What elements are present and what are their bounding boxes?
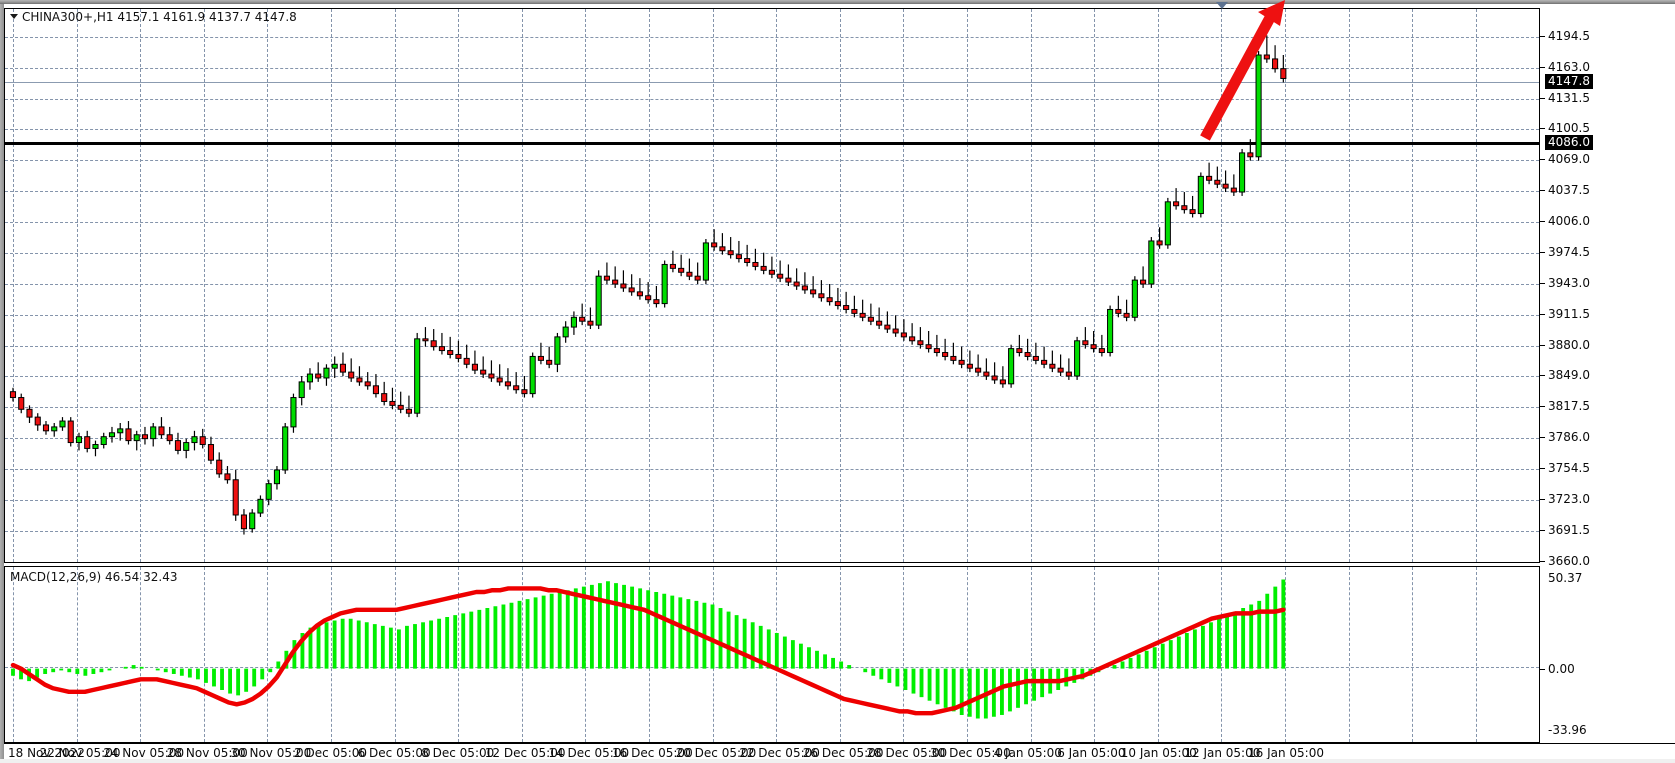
price-axis-label: 3974.5: [1548, 245, 1590, 260]
axis-tick: [1540, 344, 1545, 346]
axis-tick: [1540, 283, 1545, 285]
price-axis-label: 3660.0: [1548, 554, 1590, 568]
time-axis-label: 22 Dec 05:00: [739, 746, 820, 760]
price-axis-label: 4069.0: [1548, 152, 1590, 167]
window-top-border: [0, 0, 1675, 4]
time-axis-label: 12 Dec 05:00: [484, 746, 566, 760]
macd-axis[interactable]: 50.37 0.00 -33.96: [1540, 566, 1675, 743]
price-axis-label: 4006.0: [1548, 214, 1590, 229]
time-axis-label: 20 Dec 05:00: [675, 746, 757, 760]
axis-tick: [1540, 128, 1545, 130]
axis-tick: [1540, 36, 1545, 37]
price-axis[interactable]: 4194.5 4163.0 4131.5 4100.5 4069.0 4037.5 4006…: [1540, 8, 1675, 567]
last-price-tag: 4147.8: [1545, 73, 1593, 89]
axis-tick: [1540, 530, 1545, 532]
macd-axis-label: -33.96: [1548, 723, 1587, 737]
price-axis-label: 4163.0: [1548, 59, 1590, 74]
price-axis-label: 3911.5: [1548, 306, 1590, 321]
macd-series: [10, 579, 1286, 719]
time-axis[interactable]: 18 Nov 2022 22 Nov 05:00 24 Nov 05:00 28 No…: [4, 743, 1675, 763]
axis-tick: [1540, 190, 1545, 192]
price-axis-label: 3786.0: [1548, 430, 1590, 445]
price-pane-header-text: CHINA300+,H1 4157.1 4161.9 4137.7 4147.8: [22, 10, 297, 24]
time-axis-label: 4 Jan 05:00: [993, 746, 1062, 760]
time-axis-label: 24 Nov 05:00: [103, 746, 185, 760]
axis-tick: [1540, 66, 1545, 68]
time-axis-label: 16 Dec 05:00: [612, 746, 693, 760]
price-axis-label: 3943.0: [1548, 276, 1590, 291]
time-axis-label: 22 Nov 05:00: [39, 746, 121, 760]
axis-tick: [1540, 437, 1545, 439]
time-axis-label: 30 Dec 05:00: [930, 746, 1011, 760]
support-level-line[interactable]: [5, 141, 1539, 145]
time-axis-label: 26 Dec 05:00: [802, 746, 884, 760]
candlestick-series: [9, 35, 1287, 535]
time-axis-label: 28 Nov 05:00: [166, 746, 248, 760]
price-axis-label: 4100.5: [1548, 121, 1590, 136]
macd-axis-label: 0.00: [1548, 661, 1575, 676]
price-axis-label: 4037.5: [1548, 183, 1590, 198]
price-axis-label: 3880.0: [1548, 337, 1590, 352]
last-price-line: [5, 81, 1539, 83]
window-left-border: [0, 4, 4, 759]
price-chart-pane[interactable]: [4, 8, 1540, 563]
price-axis-label: 3691.5: [1548, 523, 1590, 538]
support-level-tag: 4086.0: [1545, 134, 1593, 150]
axis-tick: [1540, 499, 1545, 501]
price-axis-label: 4131.5: [1548, 90, 1590, 105]
price-axis-label: 3754.5: [1548, 461, 1590, 476]
time-axis-label: 10 Jan 05:00: [1120, 746, 1197, 760]
price-pane-header: CHINA300+,H1 4157.1 4161.9 4137.7 4147.8: [10, 11, 297, 23]
time-axis-label: 30 Nov 05:00: [230, 746, 312, 760]
gridline-h: [5, 562, 1539, 563]
price-axis-label: 4194.5: [1548, 29, 1590, 43]
price-axis-label: 3849.0: [1548, 368, 1590, 383]
time-axis-label: 28 Dec 05:00: [866, 746, 948, 760]
window-bottom-border: [0, 759, 1675, 763]
scroll-chevron-icon[interactable]: [1216, 2, 1228, 9]
macd-indicator-pane[interactable]: [4, 566, 1540, 743]
axis-tick: [1540, 159, 1545, 161]
axis-tick: [1540, 561, 1545, 562]
time-axis-label: 14 Dec 05:00: [548, 746, 630, 760]
axis-tick: [1540, 375, 1545, 377]
time-axis-label: 8 Dec 05:00: [421, 746, 495, 760]
time-axis-label: 16 Jan 05:00: [1248, 746, 1324, 760]
time-axis-label: 18 Nov 2022: [8, 746, 85, 760]
price-axis-label: 3817.5: [1548, 399, 1590, 414]
axis-tick: [1540, 252, 1545, 254]
axis-tick: [1540, 668, 1545, 670]
axis-tick: [1540, 313, 1545, 315]
time-axis-label: 6 Jan 05:00: [1057, 746, 1126, 760]
time-axis-label: 2 Dec 05:00: [294, 746, 368, 760]
macd-axis-label: 50.37: [1548, 571, 1583, 585]
macd-pane-header: MACD(12,26,9) 46.54 32.43: [10, 570, 178, 584]
axis-tick: [1540, 97, 1545, 99]
time-axis-label: 6 Dec 05:00: [357, 746, 431, 760]
chevron-down-icon[interactable]: [10, 14, 18, 19]
price-axis-label: 3723.0: [1548, 492, 1590, 507]
axis-tick: [1540, 468, 1545, 470]
axis-tick: [1540, 406, 1545, 408]
axis-tick: [1540, 221, 1545, 223]
time-axis-label: 12 Jan 05:00: [1184, 746, 1261, 760]
